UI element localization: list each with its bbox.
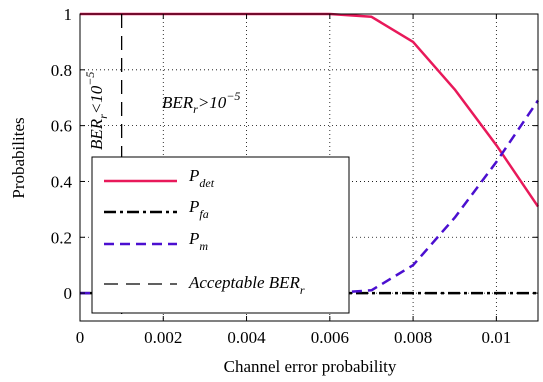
legend-box [91,156,350,314]
legend: Pdet Pfa Pm Acceptable BERr [91,156,350,314]
y-axis-label: Probabilites [9,117,28,198]
legend-label-p-m: Pm [188,229,208,253]
ticks: 0 0.002 0.004 0.006 0.008 0.01 0 0.2 0.4 0.6 0.8 1 [51,5,538,347]
y-tick-label: 0.2 [51,228,72,247]
legend-label-p-fa: Pfa [188,197,209,221]
y-tick-label: 1 [64,5,73,24]
y-tick-label: 0 [64,284,73,303]
x-axis-label: Channel error probability [224,357,397,376]
x-tick-label: 0.006 [311,328,349,347]
x-tick-label: 0.002 [144,328,182,347]
annotation-ber-high: BERr>10−5 [162,89,240,116]
x-tick-label: 0.004 [227,328,266,347]
x-tick-label: 0 [76,328,85,347]
x-tick-label: 0.01 [481,328,511,347]
legend-label-acceptable-ber: Acceptable BERr [188,273,305,297]
y-tick-label: 0.4 [51,172,73,191]
annotation-ber-low: BERr<10−5 [83,72,110,150]
plot-frame [79,13,539,322]
x-tick-label: 0.008 [394,328,432,347]
legend-label-p-det: Pdet [188,166,215,190]
y-tick-label: 0.8 [51,61,72,80]
y-tick-label: 0.6 [51,117,72,136]
